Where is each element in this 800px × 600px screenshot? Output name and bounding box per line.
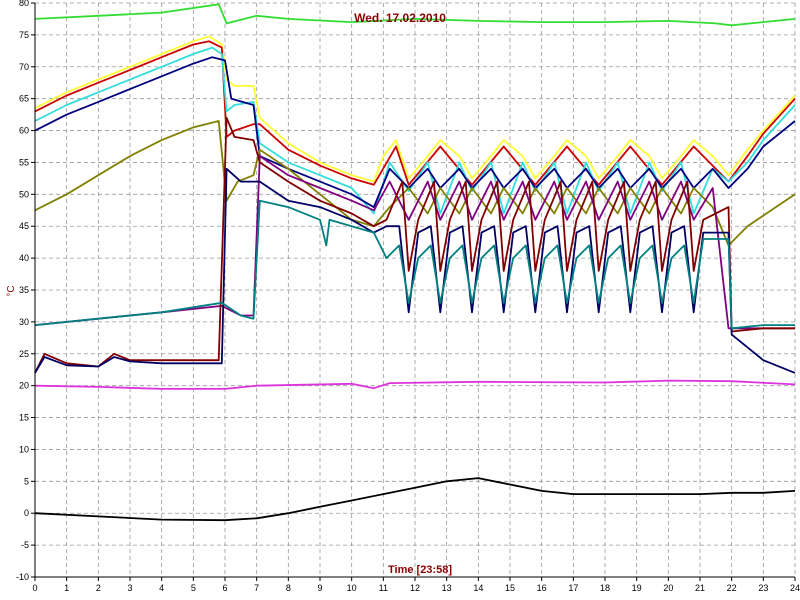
x-tick-label: 2: [96, 583, 101, 593]
x-tick-label: 11: [379, 583, 388, 593]
y-tick-label: 30: [19, 317, 29, 327]
x-tick-label: 4: [159, 583, 164, 593]
x-tick-label: 6: [222, 583, 227, 593]
y-axis-label: °C: [6, 285, 17, 296]
x-tick-label: 3: [127, 583, 132, 593]
series-line-12: [34, 477, 796, 522]
y-tick-label: 0: [24, 508, 29, 518]
y-tick-label: 70: [19, 62, 29, 72]
series-line-1: [34, 3, 796, 27]
x-tick-label: 22: [727, 583, 737, 593]
y-axis-ticks: -10 -5 0 5 10 15 20 25 30 35 40 45 50 55 60 65 70 75 80: [16, 0, 35, 582]
y-tick-label: 40: [19, 253, 29, 263]
y-tick-label: -10: [16, 572, 29, 582]
series-line-11: [34, 379, 796, 390]
x-tick-label: 13: [442, 583, 452, 593]
chart-title: Wed. 17.02.2010: [354, 11, 446, 25]
y-tick-label: 25: [19, 349, 29, 359]
x-tick-label: 15: [505, 583, 515, 593]
series-line-6: [34, 120, 796, 247]
y-tick-label: 10: [19, 444, 29, 454]
y-tick-label: 50: [19, 189, 29, 199]
y-tick-label: 20: [19, 381, 29, 391]
y-tick-label: 60: [19, 126, 29, 136]
y-tick-label: 75: [19, 30, 29, 40]
x-tick-label: 5: [191, 583, 196, 593]
series-lines: [34, 3, 796, 522]
y-tick-label: 45: [19, 221, 29, 231]
y-tick-label: 65: [19, 94, 29, 104]
series-line-7: [34, 155, 795, 330]
series-line-5: [34, 56, 796, 208]
series-line-3: [34, 40, 796, 186]
x-tick-label: 0: [32, 583, 37, 593]
y-tick-label: 15: [19, 413, 29, 423]
x-tick-label: 21: [695, 583, 705, 593]
y-tick-label: 55: [19, 157, 29, 167]
x-tick-label: 19: [632, 583, 642, 593]
x-tick-label: 17: [568, 583, 578, 593]
x-tick-label: 18: [600, 583, 610, 593]
x-axis-label: Time [23:58]: [388, 564, 452, 576]
x-tick-label: 12: [410, 583, 420, 593]
x-tick-label: 24: [790, 583, 800, 593]
x-tick-label: 23: [758, 583, 768, 593]
y-tick-label: 80: [19, 0, 29, 8]
y-tick-label: -5: [21, 540, 29, 550]
series-line-8: [34, 116, 795, 374]
x-tick-label: 20: [663, 583, 673, 593]
x-axis-ticks: 0 1 2 3 4 5 6 7 8 9 10 11 12 13 14 15 16 17 18 19 20 21 22 23 24: [32, 577, 800, 593]
series-line-10: [34, 199, 795, 330]
series-line-2: [34, 35, 796, 183]
y-tick-label: 5: [24, 476, 29, 486]
x-tick-label: 8: [286, 583, 291, 593]
x-tick-label: 1: [64, 583, 69, 593]
x-tick-label: 10: [347, 583, 357, 593]
x-tick-label: 7: [254, 583, 259, 593]
y-tick-label: 35: [19, 285, 29, 295]
grid: [34, 2, 796, 578]
x-tick-label: 16: [537, 583, 547, 593]
x-tick-label: 14: [473, 583, 483, 593]
x-tick-label: 9: [317, 583, 322, 593]
